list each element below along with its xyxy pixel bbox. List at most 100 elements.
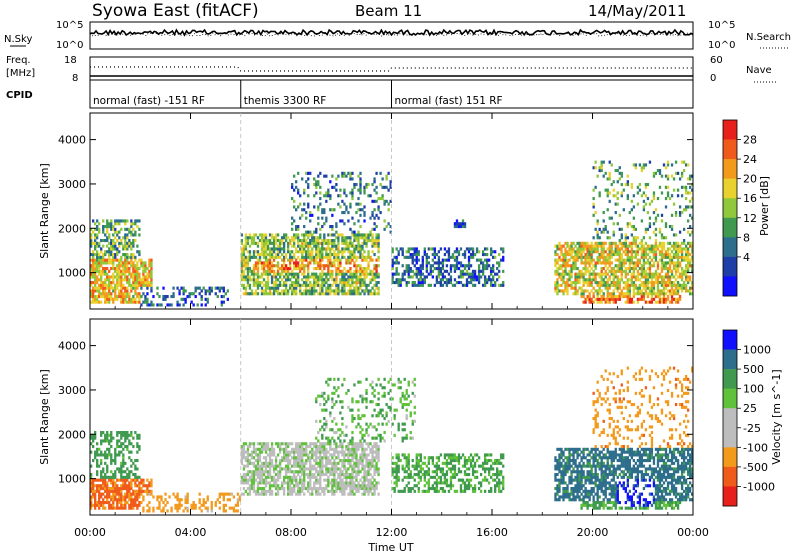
range-gate-cell (391, 247, 394, 251)
range-gate-cell (337, 264, 340, 268)
range-gate-cell (413, 283, 416, 287)
range-gate-cell (654, 227, 658, 231)
range-gate-cell (668, 292, 672, 296)
range-gate-cell (305, 283, 308, 287)
range-gate-cell (668, 275, 672, 279)
range-gate-cell (295, 492, 298, 496)
range-gate-cell (313, 272, 316, 276)
range-gate-cell (333, 258, 336, 262)
range-gate-cell (274, 473, 278, 477)
range-gate-cell (132, 255, 135, 259)
range-gate-cell (335, 269, 338, 273)
range-gate-cell (92, 281, 95, 285)
range-gate-cell (286, 244, 290, 248)
range-gate-cell (359, 247, 362, 251)
range-gate-cell (140, 492, 143, 496)
range-gate-cell (636, 250, 640, 254)
range-gate-cell (588, 255, 591, 259)
range-gate-cell (293, 459, 296, 463)
range-gate-cell (104, 506, 107, 510)
range-gate-cell (614, 253, 617, 257)
range-gate-cell (409, 253, 412, 257)
range-gate-cell (228, 498, 231, 502)
range-gate-cell (136, 244, 139, 248)
range-gate-cell (612, 275, 615, 279)
range-gate-cell (417, 253, 420, 257)
range-gate-cell (124, 484, 127, 488)
noise-left-tick-bottom: 10^0 (56, 40, 83, 51)
range-gate-cell (373, 222, 376, 226)
range-gate-cell (427, 247, 430, 251)
range-gate-cell (361, 272, 364, 276)
range-gate-cell (242, 253, 246, 257)
range-gate-cell (650, 295, 654, 299)
range-gate-cell (303, 264, 306, 268)
range-gate-cell (299, 445, 302, 449)
range-gate-cell (355, 289, 358, 293)
range-gate-cell (441, 278, 445, 282)
range-gate-cell (349, 272, 352, 276)
range-gate-cell (299, 247, 302, 251)
range-gate-cell (626, 225, 629, 229)
range-gate-cell (297, 241, 300, 245)
range-gate-cell (108, 241, 111, 245)
range-gate-cell (666, 289, 670, 293)
range-gate-cell (325, 380, 328, 384)
range-gate-cell (116, 506, 119, 510)
range-gate-cell (636, 292, 640, 296)
range-gate-cell (134, 475, 137, 479)
range-gate-cell (688, 233, 692, 237)
range-gate-cell (425, 264, 428, 268)
range-gate-cell (471, 278, 475, 282)
range-gate-cell (242, 250, 246, 254)
range-gate-cell (96, 286, 99, 290)
range-gate-cell (560, 289, 563, 293)
range-gate-cell (459, 247, 463, 251)
range-gate-cell (600, 300, 603, 304)
range-gate-cell (676, 281, 680, 285)
range-gate-cell (626, 286, 629, 290)
range-gate-cell (612, 250, 615, 254)
range-gate-cell (666, 194, 670, 198)
range-gate-cell (574, 258, 577, 262)
range-gate-cell (391, 275, 394, 279)
range-gate-cell (349, 250, 352, 254)
range-gate-cell (150, 261, 153, 265)
range-gate-cell (335, 289, 338, 293)
range-gate-cell (102, 272, 105, 276)
range-gate-cell (357, 208, 360, 212)
range-gate-cell (684, 255, 688, 259)
range-gate-cell (270, 255, 274, 259)
range-gate-cell (128, 439, 131, 443)
range-gate-cell (108, 253, 111, 257)
range-gate-cell (246, 478, 250, 482)
range-gate-cell (337, 244, 340, 248)
range-gate-cell (690, 250, 694, 254)
range-gate-cell (262, 253, 266, 257)
range-gate-cell (116, 503, 119, 507)
range-gate-cell (246, 456, 250, 460)
range-gate-cell (610, 292, 613, 296)
range-gate-cell (614, 202, 617, 206)
range-gate-cell (325, 191, 328, 195)
range-gate-cell (136, 292, 139, 296)
range-gate-cell (616, 267, 619, 271)
range-gate-cell (116, 253, 119, 257)
range-gate-cell (317, 456, 320, 460)
range-gate-cell (124, 286, 127, 290)
range-gate-cell (106, 267, 109, 271)
range-gate-cell (598, 275, 601, 279)
range-gate-cell (664, 222, 668, 226)
range-gate-cell (441, 275, 445, 279)
range-gate-cell (116, 230, 119, 234)
range-gate-cell (459, 281, 463, 285)
range-gate-cell (264, 283, 268, 287)
range-gate-cell (293, 275, 296, 279)
range-gate-cell (124, 222, 127, 226)
range-gate-cell (365, 183, 368, 187)
range-gate-cell (373, 267, 376, 271)
range-gate-cell (650, 297, 654, 301)
range-gate-cell (606, 272, 609, 276)
range-gate-cell (644, 163, 648, 167)
range-gate-cell (644, 283, 648, 287)
